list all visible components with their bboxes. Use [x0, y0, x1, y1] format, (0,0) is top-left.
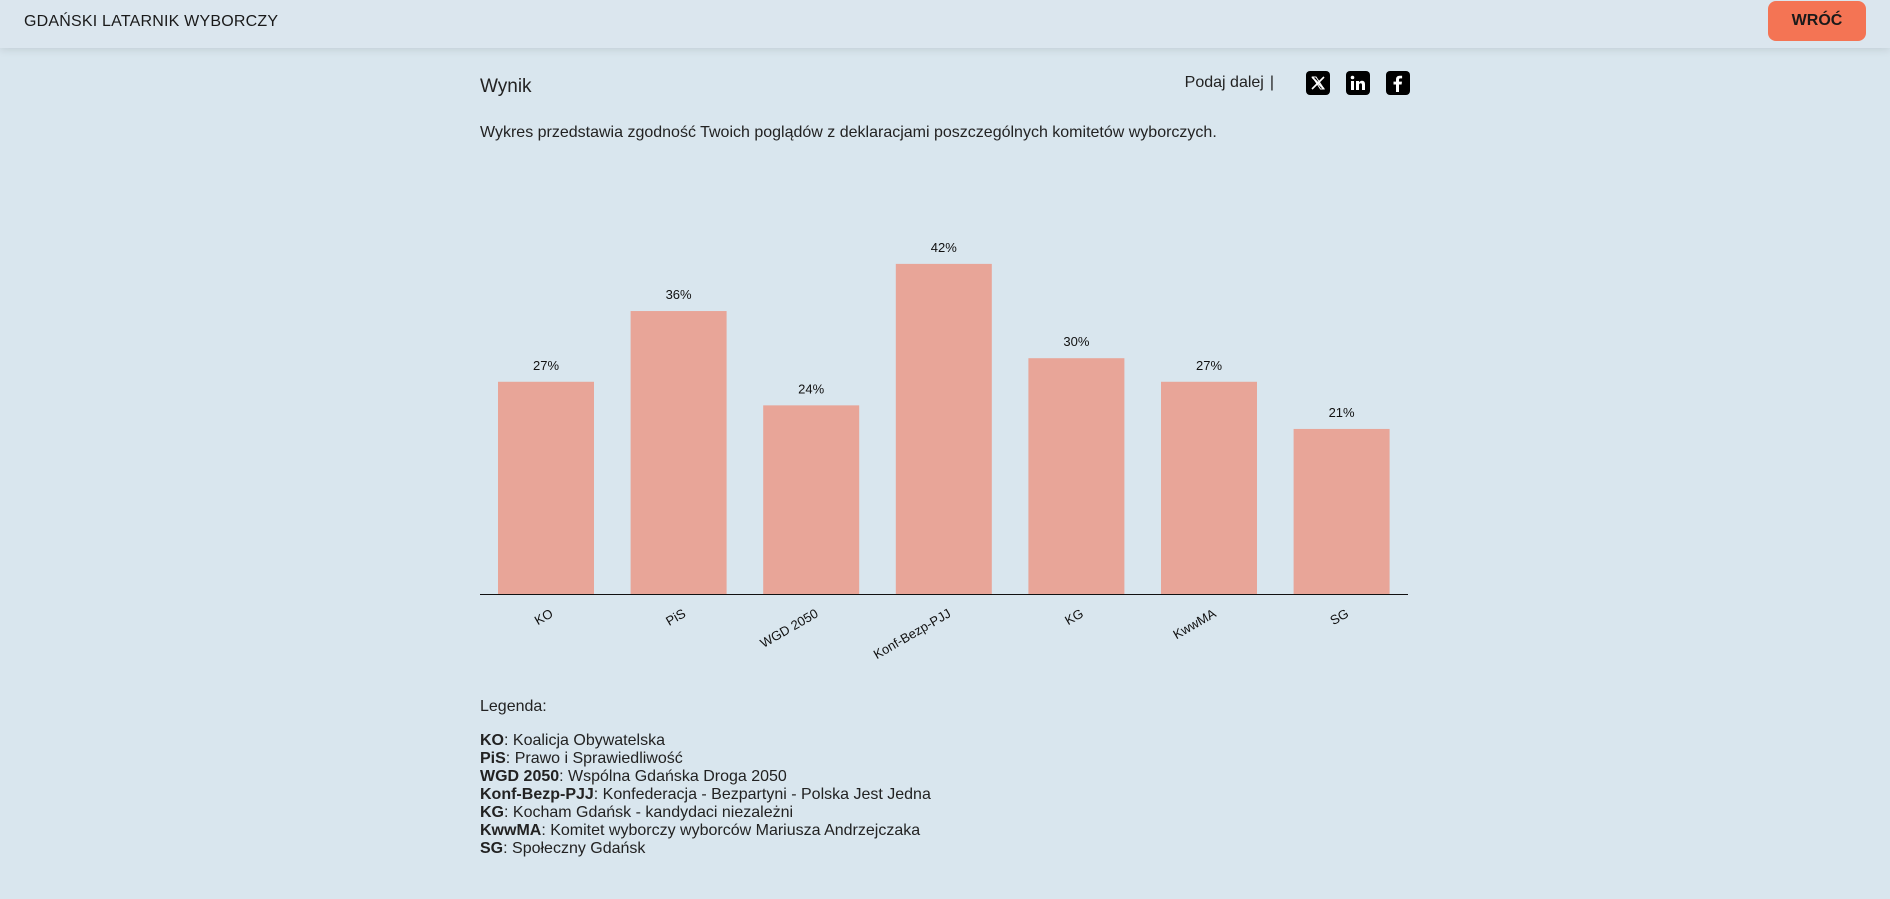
share-label: Podaj dalej — [1184, 74, 1264, 91]
legend-item-name: : Komitet wyborczy wyborców Mariusza And… — [541, 822, 921, 839]
bar-value-label: 36% — [666, 287, 692, 302]
bar-sg — [1293, 428, 1390, 594]
bar-wgd-2050 — [763, 405, 860, 594]
bar-ko — [498, 381, 594, 594]
top-bar: GDAŃSKI LATARNIK WYBORCZY WRÓĆ — [0, 0, 1890, 48]
result-title: Wynik — [480, 76, 532, 97]
bar-value-label: 42% — [931, 240, 957, 255]
legend-item: Konf-Bezp-PJJ: Konfederacja - Bezpartyni… — [480, 786, 931, 804]
x-tick-label: KwwMA — [1170, 605, 1218, 642]
bar-value-label: 27% — [533, 358, 559, 373]
legend-item-name: : Koalicja Obywatelska — [504, 732, 665, 749]
bar-value-label: 21% — [1329, 405, 1355, 420]
facebook-icon[interactable] — [1386, 71, 1410, 95]
legend-title: Legenda: — [480, 698, 547, 715]
legend-item-abbr: SG — [480, 840, 504, 857]
legend: Legenda: KO: Koalicja Obywatelska PiS: Pr… — [480, 698, 931, 858]
legend-item: KwwMA: Komitet wyborczy wyborców Mariusz… — [480, 822, 931, 840]
share-bar: Podaj dalej | — [1185, 71, 1410, 95]
legend-item-name: : Kocham Gdańsk - kandydaci niezależni — [504, 804, 794, 821]
legend-item-abbr: KO — [480, 732, 504, 749]
result-description: Wykres przedstawia zgodność Twoich poglą… — [480, 124, 1217, 141]
legend-item-name: : Społeczny Gdańsk — [503, 840, 646, 857]
app-title: GDAŃSKI LATARNIK WYBORCZY — [24, 13, 279, 30]
linkedin-icon[interactable] — [1346, 71, 1370, 95]
bar-konf-bezp-pjj — [895, 263, 992, 594]
bar-pis — [630, 311, 727, 594]
bar-value-label: 24% — [798, 381, 824, 396]
legend-item: KO: Koalicja Obywatelska — [480, 732, 931, 750]
bar-kg — [1028, 358, 1125, 594]
x-tick-label: Konf-Bezp-PJJ — [871, 606, 954, 662]
bar-value-label: 27% — [1196, 358, 1222, 373]
legend-item-abbr: PiS — [480, 750, 506, 767]
legend-list: KO: Koalicja Obywatelska PiS: Prawo i Spr… — [480, 732, 931, 858]
legend-item-abbr: Konf-Bezp-PJJ — [480, 786, 594, 803]
share-separator: | — [1269, 74, 1274, 91]
legend-item: KG: Kocham Gdańsk - kandydaci niezależni — [480, 804, 931, 822]
bar-value-label: 30% — [1063, 334, 1089, 349]
main-content: Wynik Podaj dalej | — [480, 48, 1410, 857]
x-tick-label: KO — [532, 606, 556, 628]
result-header: Wynik Podaj dalej | — [480, 48, 1410, 108]
legend-item: PiS: Prawo i Sprawiedliwość — [480, 750, 931, 768]
legend-item-name: : Prawo i Sprawiedliwość — [505, 750, 683, 767]
legend-item-name: : Konfederacja - Bezpartyni - Polska Jes… — [593, 786, 931, 803]
x-tick-label: WGD 2050 — [758, 606, 821, 651]
x-tick-label: KG — [1062, 606, 1086, 628]
legend-item-name: : Wspólna Gdańska Droga 2050 — [559, 768, 787, 785]
legend-item: WGD 2050: Wspólna Gdańska Droga 2050 — [480, 768, 931, 786]
legend-item-abbr: KwwMA — [480, 822, 542, 839]
x-tick-label: SG — [1327, 606, 1351, 628]
back-button[interactable]: WRÓĆ — [1768, 1, 1866, 41]
result-bar-chart: 27% KO 36% PiS 24% WGD 2050 42% Konf-Bezp-PJJ 30… — [480, 240, 1408, 662]
legend-item-abbr: WGD 2050 — [480, 768, 560, 785]
x-tick-label: PiS — [663, 605, 688, 628]
legend-item-abbr: KG — [480, 804, 504, 821]
legend-item: SG: Społeczny Gdańsk — [480, 840, 931, 858]
x-icon[interactable] — [1306, 71, 1330, 95]
bar-kwwma — [1161, 381, 1257, 594]
